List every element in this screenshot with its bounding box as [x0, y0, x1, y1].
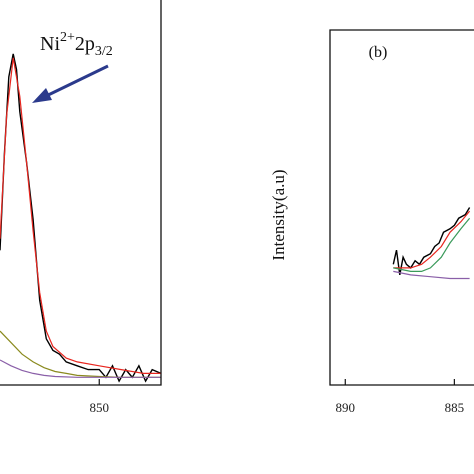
x-tick-label: 885 — [445, 400, 465, 415]
annotation-sub: 3/2 — [95, 44, 113, 59]
panel-label: (b) — [369, 44, 388, 61]
annotation-arrowhead — [32, 88, 52, 103]
x-tick-label: 850 — [89, 400, 109, 415]
annotation: Ni2+2p3/2 — [40, 30, 113, 59]
annotation-sup: 2+ — [60, 30, 75, 45]
spectrum-line — [0, 57, 161, 374]
plot-frame — [329, 29, 474, 386]
plot-frame — [0, 0, 162, 386]
spectrum-line — [0, 359, 161, 378]
spectrum-line — [0, 53, 162, 383]
y-axis-label: Intensity(a.u) — [269, 169, 288, 260]
annotation-base: Ni — [40, 33, 60, 55]
spectrum-line — [393, 210, 471, 269]
x-tick-label: 890 — [336, 400, 356, 415]
spectrum-line — [393, 217, 471, 272]
annotation-main: 2p — [75, 33, 95, 55]
annotation-arrow — [41, 64, 109, 100]
spectrum-line — [392, 207, 471, 276]
spectrum-line — [393, 270, 470, 280]
